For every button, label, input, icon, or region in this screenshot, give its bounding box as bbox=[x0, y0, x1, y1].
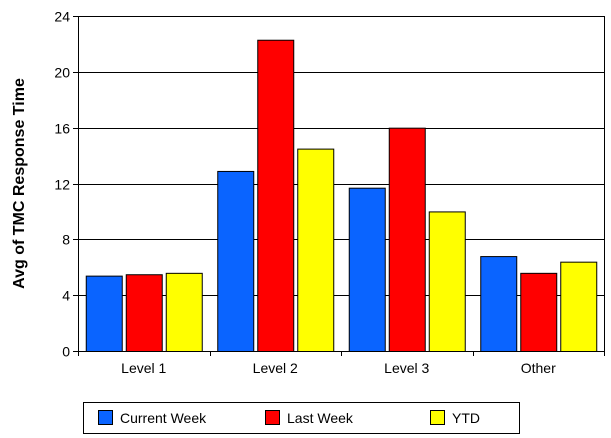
y-tick-label: 12 bbox=[54, 177, 70, 193]
legend-label: YTD bbox=[452, 410, 480, 426]
y-tick-label: 4 bbox=[62, 288, 70, 304]
bar-current-week-other bbox=[480, 256, 518, 353]
bar-last-week-other bbox=[520, 272, 558, 353]
y-tick-label: 20 bbox=[54, 65, 70, 81]
x-tick-label: Level 2 bbox=[253, 360, 298, 376]
bar-current-week-level-3 bbox=[348, 187, 386, 352]
legend-label: Current Week bbox=[120, 410, 207, 426]
y-tick-label: 8 bbox=[62, 232, 70, 248]
legend: Current Week Last Week YTD bbox=[83, 402, 520, 434]
bar-last-week-level-3 bbox=[388, 127, 426, 352]
bar-ytd-level-2 bbox=[297, 148, 335, 352]
bar-current-week-level-2 bbox=[217, 170, 255, 352]
legend-swatch-ytd bbox=[430, 410, 445, 425]
legend-label: Last Week bbox=[287, 410, 354, 426]
legend-swatch-last-week bbox=[265, 410, 280, 425]
y-axis-label: Avg of TMC Response Time bbox=[11, 78, 28, 289]
y-axis-ticks: 0 4 8 12 16 20 24 bbox=[54, 9, 78, 360]
bar-last-week-level-2 bbox=[257, 39, 295, 353]
bar-ytd-other bbox=[560, 261, 598, 352]
y-tick-label: 16 bbox=[54, 121, 70, 137]
x-tick-label: Other bbox=[521, 360, 556, 376]
x-tick-label: Level 1 bbox=[121, 360, 166, 376]
x-tick-label: Level 3 bbox=[384, 360, 429, 376]
bars bbox=[85, 39, 598, 353]
legend-swatch-current-week bbox=[98, 410, 113, 425]
bar-current-week-level-1 bbox=[85, 275, 123, 352]
legend-frame bbox=[83, 402, 520, 434]
y-tick-label: 0 bbox=[62, 344, 70, 360]
x-axis-ticks: Level 1 Level 2 Level 3 Other bbox=[78, 351, 605, 376]
bar-last-week-level-1 bbox=[125, 274, 163, 352]
bar-ytd-level-1 bbox=[165, 272, 203, 353]
y-tick-label: 24 bbox=[54, 9, 70, 25]
bar-ytd-level-3 bbox=[428, 211, 466, 352]
